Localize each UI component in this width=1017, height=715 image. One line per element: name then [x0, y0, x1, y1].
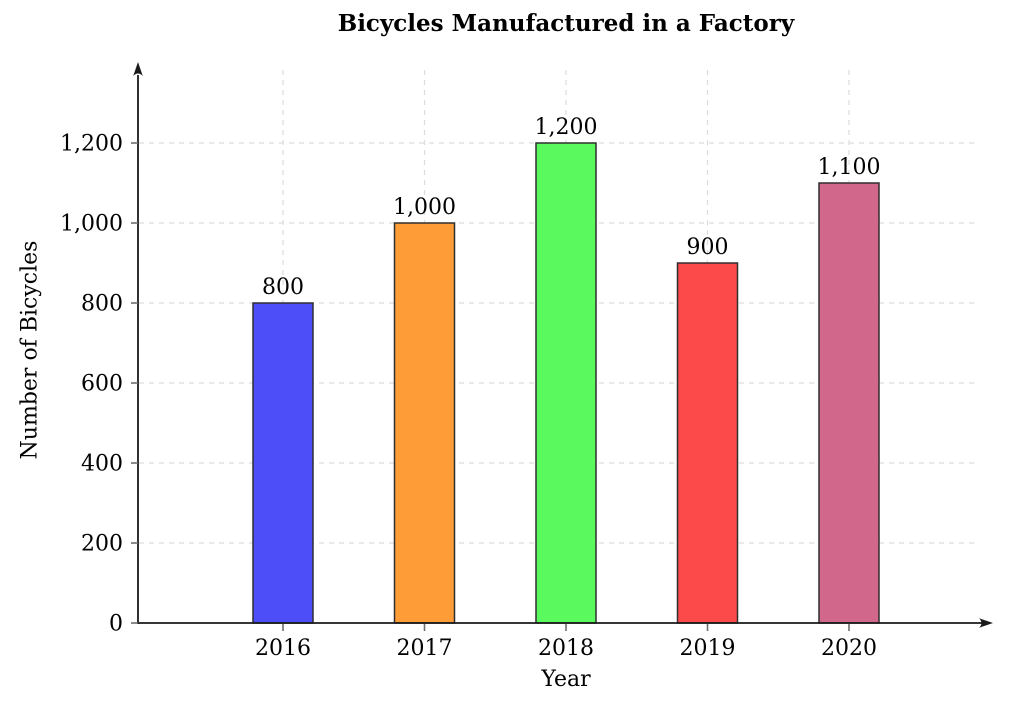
x-axis-arrow: [979, 618, 993, 628]
bar-2018: [535, 142, 597, 624]
value-label: 900: [687, 235, 729, 260]
y-tick-label: 0: [109, 612, 123, 637]
value-label: 1,000: [393, 195, 456, 220]
y-axis-label: Number of Bicycles: [17, 240, 43, 460]
y-tick-label: 1,200: [60, 132, 123, 157]
x-tick-label: 2020: [821, 636, 877, 661]
x-tick-label: 2018: [538, 636, 594, 661]
value-label: 1,200: [535, 115, 598, 140]
bar-2020: [818, 182, 880, 624]
x-tick-label: 2016: [255, 636, 311, 661]
y-tick-label: 800: [81, 292, 123, 317]
y-axis-arrow: [133, 62, 143, 76]
y-tick-label: 200: [81, 532, 123, 557]
bar-2016: [252, 302, 314, 624]
y-tick-label: 400: [81, 452, 123, 477]
x-tick-label: 2017: [397, 636, 453, 661]
value-label: 800: [262, 275, 304, 300]
y-tick-label: 600: [81, 372, 123, 397]
x-tick-label: 2019: [680, 636, 736, 661]
y-tick-label: 1,000: [60, 212, 123, 237]
x-axis-label: Year: [541, 667, 591, 692]
bar-2017: [393, 222, 456, 624]
chart-title: Bicycles Manufactured in a Factory: [337, 10, 795, 37]
value-label: 1,100: [818, 155, 881, 180]
bar-2019: [676, 262, 739, 624]
